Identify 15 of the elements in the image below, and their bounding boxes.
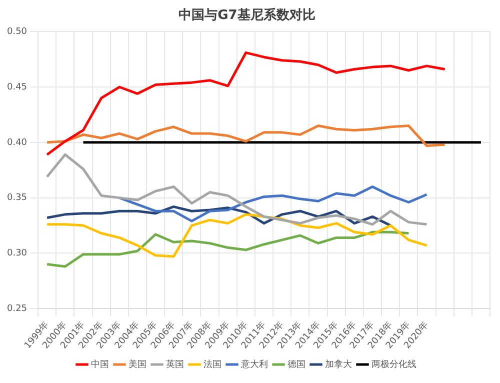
chart-title: 中国与G7基尼系数对比 <box>178 7 316 24</box>
legend-label: 两极分化线 <box>372 358 416 370</box>
y-tick-label: 0.40 <box>6 138 28 148</box>
legend-label: 德国 <box>288 358 306 370</box>
legend-label: 英国 <box>166 358 184 370</box>
legend-label: 加拿大 <box>325 358 352 370</box>
y-tick-label: 0.25 <box>6 304 28 314</box>
legend-label: 美国 <box>128 358 146 370</box>
y-tick-label: 0.50 <box>6 26 28 37</box>
y-tick-label: 0.35 <box>6 193 28 204</box>
legend-label: 意大利 <box>240 358 268 370</box>
y-tick-label: 0.45 <box>6 82 28 92</box>
legend-label: 中国 <box>91 358 109 370</box>
y-tick-label: 0.30 <box>6 248 28 259</box>
legend-label: 法国 <box>204 358 222 370</box>
